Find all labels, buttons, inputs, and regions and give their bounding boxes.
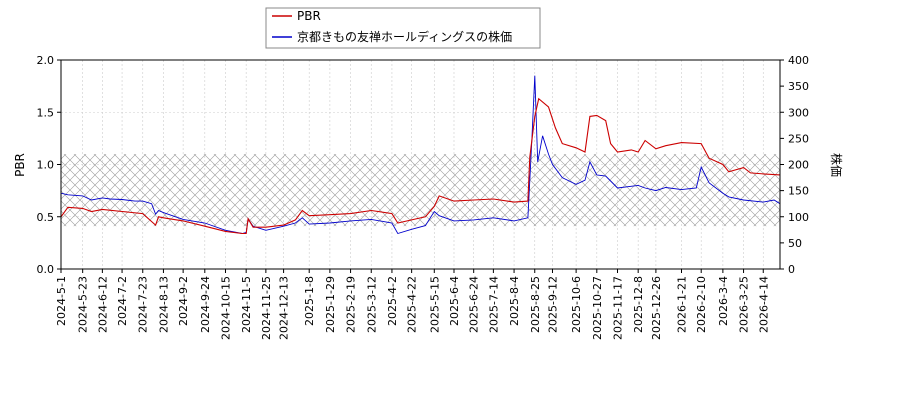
x-tick-label-5: 2024-8-13 [157,276,170,333]
price-line [61,75,780,235]
right-tick-label-1: 50 [788,237,802,250]
x-tick-label-13: 2025-1-29 [324,276,337,333]
left-axis-label: PBR [13,153,27,177]
right-tick-label-2: 100 [788,211,809,224]
x-tick-label-22: 2025-8-4 [508,276,521,326]
left-axis-ticks: 0.0 0.5 1.0 1.5 2.0 [37,54,61,276]
x-tick-label-24: 2025-9-12 [546,276,559,333]
x-tick-label-19: 2025-6-4 [448,276,461,326]
x-tick-label-29: 2025-12-26 [650,276,663,340]
x-axis-ticks: 2024-5-1 2024-5-23 2024-6-12 2024-7-2 2024-7… [55,269,770,340]
x-tick-label-12: 2025-1-8 [303,276,316,326]
x-tick-label-25: 2025-10-6 [570,276,583,333]
right-tick-label-8: 400 [788,54,809,67]
right-tick-label-3: 150 [788,185,809,198]
x-tick-label-28: 2025-12-8 [632,276,645,333]
x-tick-label-0: 2024-5-1 [55,276,68,326]
x-tick-label-26: 2025-10-27 [591,276,604,340]
x-tick-label-17: 2025-4-22 [406,276,419,333]
x-tick-label-31: 2026-2-10 [695,276,708,333]
x-tick-label-10: 2024-11-25 [260,276,273,340]
hatched-band [61,154,780,227]
legend-label-pbr: PBR [297,9,321,23]
x-tick-label-15: 2025-3-12 [365,276,378,333]
x-tick-label-3: 2024-7-2 [116,276,129,326]
legend-box [265,7,541,49]
x-tick-label-2: 2024-6-12 [96,276,109,333]
x-tick-label-21: 2025-7-14 [487,276,500,333]
x-tick-label-4: 2024-7-23 [137,276,150,333]
x-tick-label-6: 2024-9-2 [177,276,190,326]
x-tick-label-1: 2024-5-23 [77,276,90,333]
right-axis-label: 株価 [829,153,844,177]
x-tick-label-34: 2026-4-14 [757,276,770,333]
x-tick-label-16: 2025-4-2 [386,276,399,326]
x-tick-label-20: 2025-6-24 [468,276,481,333]
x-tick-label-33: 2026-3-25 [738,276,751,333]
x-tick-label-9: 2024-11-5 [240,276,253,333]
x-tick-label-14: 2025-2-19 [345,276,358,333]
x-tick-label-11: 2024-12-13 [278,276,291,340]
x-tick-label-8: 2024-10-15 [219,276,232,340]
x-tick-label-7: 2024-9-24 [199,276,212,333]
x-tick-label-32: 2026-3-4 [717,276,730,326]
x-tick-label-27: 2025-11-17 [611,276,624,340]
x-tick-label-30: 2026-1-21 [676,276,689,333]
right-tick-label-6: 300 [788,106,809,119]
pbr-line [61,97,780,235]
right-tick-label-7: 350 [788,80,809,93]
left-tick-label-2: 1.0 [37,159,55,172]
right-tick-label-0: 0 [788,263,795,276]
right-tick-label-5: 250 [788,132,809,145]
left-tick-label-3: 1.5 [37,106,55,119]
left-tick-label-4: 2.0 [37,54,55,67]
left-tick-label-1: 0.5 [37,211,55,224]
right-axis-ticks: 0 50 100 150 200 250 300 350 400 [780,54,809,276]
x-tick-label-23: 2025-8-25 [529,276,542,333]
x-tick-label-18: 2025-5-15 [428,276,441,333]
left-tick-label-0: 0.0 [37,263,55,276]
right-tick-label-4: 200 [788,159,809,172]
legend: PBR 京都きもの友禅ホールディングスの株価 [265,7,541,49]
legend-label-price: 京都きもの友禅ホールディングスの株価 [297,29,512,44]
